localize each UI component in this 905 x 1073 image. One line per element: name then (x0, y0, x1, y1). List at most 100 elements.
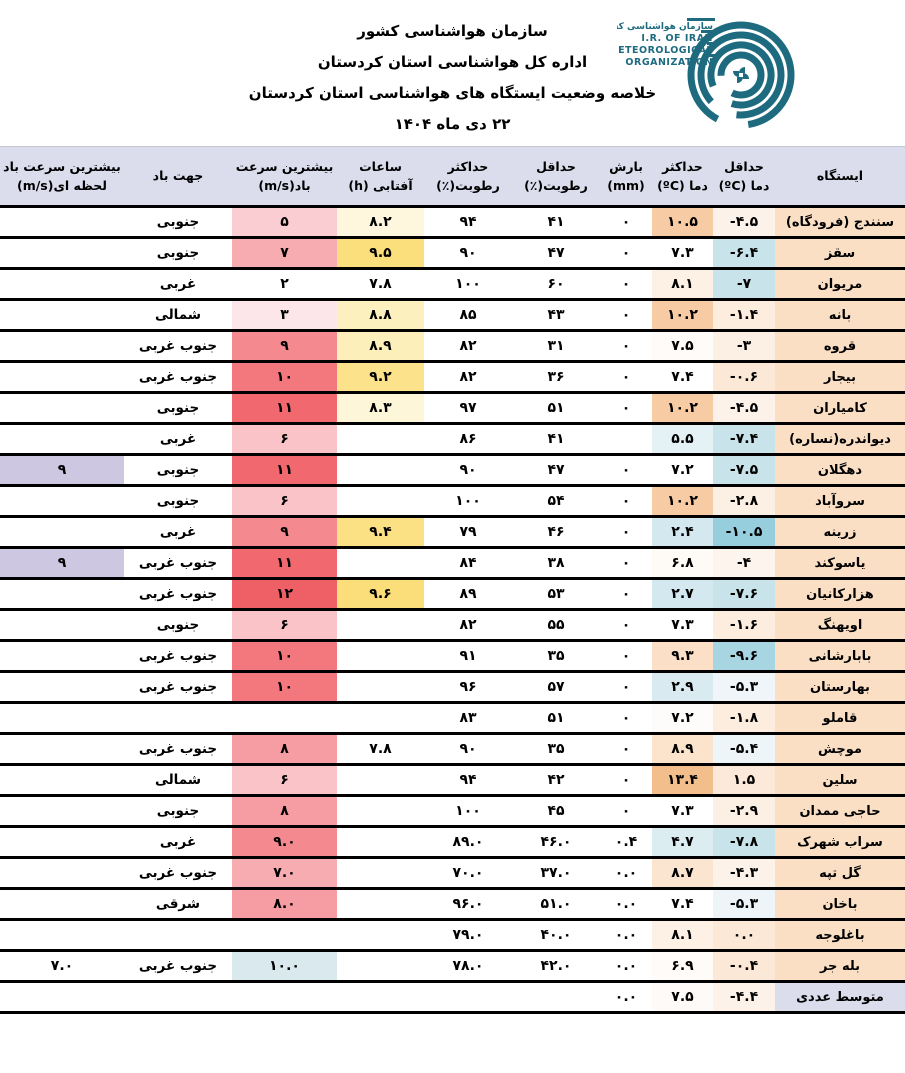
cell-rhmin: ۵۴ (512, 485, 600, 518)
table-row: گل تپه -۴.۳ ۸.۷ ۰.۰ ۳۷.۰ ۷۰.۰ ۷.۰ جنوب غربی (0, 857, 905, 890)
cell-rhmin: ۴۵ (512, 795, 600, 828)
cell-wind: ۶ (232, 423, 337, 456)
cell-sun: ۸.۹ (337, 330, 424, 363)
cell-precip: ۰ (600, 392, 652, 425)
cell-wind: ۶ (232, 609, 337, 642)
logo-en-line2: METEOROLOGICAL (617, 45, 713, 56)
cell-precip: ۰ (600, 299, 652, 332)
cell-tmax: ۱۳.۴ (652, 764, 713, 797)
cell-dir: غربی (124, 268, 232, 301)
cell-rhmin: ۴۲.۰ (512, 950, 600, 983)
station-name: گل تپه (775, 857, 905, 890)
report-title: خلاصه وضعیت ایستگاه های هواشناسی استان ک… (248, 84, 657, 102)
table-row: یاسوکند -۴ ۶.۸ ۰ ۳۸ ۸۴ ۱۱ جنوب غربی ۹ (0, 547, 905, 580)
cell-tmax: ۵.۵ (652, 423, 713, 456)
cell-rhmin: ۳۵ (512, 733, 600, 766)
station-name: بانه (775, 299, 905, 332)
cell-dir: جنوبی (124, 795, 232, 828)
cell-gust (0, 485, 124, 518)
cell-rhmin: ۵۱.۰ (512, 888, 600, 921)
cell-tmax: ۷.۲ (652, 454, 713, 487)
cell-precip: ۰ (600, 764, 652, 797)
cell-gust (0, 733, 124, 766)
cell-wind: ۸ (232, 733, 337, 766)
cell-rhmax: ۱۰۰ (424, 795, 512, 828)
cell-dir: جنوب غربی (124, 733, 232, 766)
cell-rhmin: ۳۶ (512, 361, 600, 394)
cell-wind: ۶ (232, 485, 337, 518)
cell-tmax: ۷.۳ (652, 609, 713, 642)
station-name: اویهنگ (775, 609, 905, 642)
cell-precip: ۰ (600, 206, 652, 239)
cell-precip: ۰ (600, 485, 652, 518)
table-row: بانه -۱.۴ ۱۰.۲ ۰ ۴۳ ۸۵ ۸.۸ ۳ شمالی (0, 299, 905, 332)
logo-fa-name: سازمان هواشناسی کشور (617, 22, 713, 32)
cell-wind (232, 702, 337, 735)
cell-tmin: -۶.۴ (713, 237, 775, 270)
station-name: بابارشانی (775, 640, 905, 673)
cell-wind: ۱۱ (232, 454, 337, 487)
met-org-logo: سازمان هواشناسی کشور I.R. OF IRAN METEOR… (598, 12, 795, 134)
table-row: قروه -۳ ۷.۵ ۰ ۳۱ ۸۲ ۸.۹ ۹ جنوب غربی (0, 330, 905, 363)
cell-tmax: ۷.۲ (652, 702, 713, 735)
table-row: سنندج (فرودگاه) -۴.۵ ۱۰.۵ ۰ ۴۱ ۹۴ ۸.۲ ۵ جنوبی (0, 206, 905, 239)
cell-tmin: -۴.۳ (713, 857, 775, 890)
cell-rhmin: ۵۵ (512, 609, 600, 642)
cell-tmax: ۸.۷ (652, 857, 713, 890)
cell-rhmin: ۴۶.۰ (512, 826, 600, 859)
cell-dir: جنوب غربی (124, 857, 232, 890)
cell-sun (337, 423, 424, 456)
table-row: قاملو -۱.۸ ۷.۲ ۰ ۵۱ ۸۳ (0, 702, 905, 735)
cell-rhmin: ۴۲ (512, 764, 600, 797)
cell-dir: جنوب غربی (124, 361, 232, 394)
cell-sun: ۷.۸ (337, 733, 424, 766)
table-body: سنندج (فرودگاه) -۴.۵ ۱۰.۵ ۰ ۴۱ ۹۴ ۸.۲ ۵ جنوبی سقز… (0, 206, 905, 1014)
table-row: دیواندره(نساره) -۷.۴ ۵.۵ ۴۱ ۸۶ ۶ غربی (0, 423, 905, 456)
cell-tmax: ۱۰.۲ (652, 299, 713, 332)
cell-gust: ۷.۰ (0, 950, 124, 983)
station-name: سراب شهرک (775, 826, 905, 859)
cell-sun (337, 795, 424, 828)
cell-tmax: ۸.۹ (652, 733, 713, 766)
cell-rhmin: ۵۱ (512, 702, 600, 735)
cell-precip: ۰ (600, 361, 652, 394)
cell-dir: جنوب غربی (124, 547, 232, 580)
cell-dir: شمالی (124, 764, 232, 797)
station-name: حاجی ممدان (775, 795, 905, 828)
cell-rhmin: ۶۰ (512, 268, 600, 301)
cell-rhmin (512, 981, 600, 1014)
cell-tmin: ۱.۵ (713, 764, 775, 797)
cell-tmin: -۴.۵ (713, 392, 775, 425)
cell-gust (0, 702, 124, 735)
table-row: موچش -۵.۴ ۸.۹ ۰ ۳۵ ۹۰ ۷.۸ ۸ جنوب غربی (0, 733, 905, 766)
cell-sun (337, 609, 424, 642)
cell-dir: جنوب غربی (124, 640, 232, 673)
cell-precip: ۰.۰ (600, 981, 652, 1014)
cell-gust (0, 268, 124, 301)
cell-tmax: ۷.۵ (652, 330, 713, 363)
cell-tmin: -۷ (713, 268, 775, 301)
cell-gust (0, 206, 124, 239)
cell-rhmin: ۵۱ (512, 392, 600, 425)
table-row: سروآباد -۲.۸ ۱۰.۲ ۰ ۵۴ ۱۰۰ ۶ جنوبی (0, 485, 905, 518)
cell-sun (337, 640, 424, 673)
station-name: دیواندره(نساره) (775, 423, 905, 456)
cell-tmax: ۸.۱ (652, 919, 713, 952)
cell-rhmax: ۸۴ (424, 547, 512, 580)
cell-rhmin: ۳۵ (512, 640, 600, 673)
station-name: موچش (775, 733, 905, 766)
cell-rhmax: ۷۰.۰ (424, 857, 512, 890)
cell-sun (337, 919, 424, 952)
cell-sun (337, 702, 424, 735)
cell-precip: ۰ (600, 547, 652, 580)
cell-precip: ۰.۰ (600, 857, 652, 890)
cell-gust: ۹ (0, 547, 124, 580)
table-row: بیجار -۰.۶ ۷.۴ ۰ ۳۶ ۸۲ ۹.۲ ۱۰ جنوب غربی (0, 361, 905, 394)
cell-rhmin: ۴۱ (512, 206, 600, 239)
table-row: باغلوجه ۰.۰ ۸.۱ ۰.۰ ۴۰.۰ ۷۹.۰ (0, 919, 905, 952)
station-name: سلین (775, 764, 905, 797)
table-row: بابارشانی -۹.۶ ۹.۳ ۰ ۳۵ ۹۱ ۱۰ جنوب غربی (0, 640, 905, 673)
station-name: زرینه (775, 516, 905, 549)
cell-rhmin: ۳۷.۰ (512, 857, 600, 890)
cell-rhmax: ۹۶ (424, 671, 512, 704)
